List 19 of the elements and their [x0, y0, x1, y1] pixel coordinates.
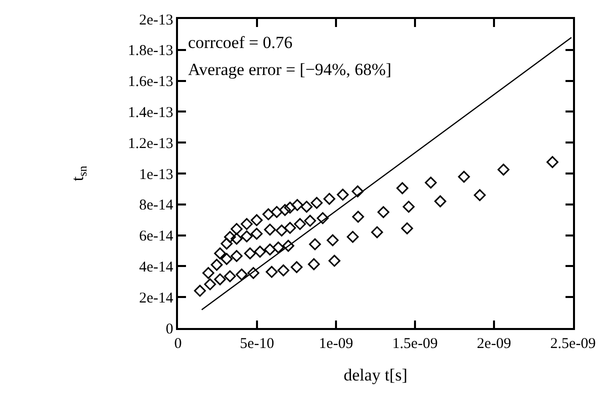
y-tick-label: 1.8e-13 [128, 43, 174, 60]
annotation: Average error = [−94%, 68%] [188, 60, 392, 79]
y-tick-label: 8e-14 [139, 198, 174, 214]
annotation: corrcoef = 0.76 [188, 33, 292, 52]
x-tick-label: 1.5e-09 [392, 336, 438, 352]
x-tick-label: 2e-09 [476, 336, 512, 352]
y-tick-label: 4e-14 [139, 259, 174, 276]
y-tick-label: 1.6e-13 [128, 74, 174, 90]
x-tick-label: 2.5e-09 [550, 336, 596, 352]
y-tick-label: 0 [166, 321, 174, 338]
x-tick-label: 1e-09 [318, 336, 354, 352]
x-axis-title: delay t[s] [344, 366, 408, 385]
x-tick-label: 5e-10 [240, 336, 274, 352]
y-tick-label: 1e-13 [139, 166, 174, 183]
y-tick-label: 6e-14 [139, 228, 174, 245]
y-tick-label: 1.2e-13 [128, 136, 174, 152]
y-tick-label: 2e-14 [139, 290, 174, 306]
y-tick-label: 2e-13 [139, 12, 174, 28]
y-tick-label: 1.4e-13 [128, 104, 174, 121]
